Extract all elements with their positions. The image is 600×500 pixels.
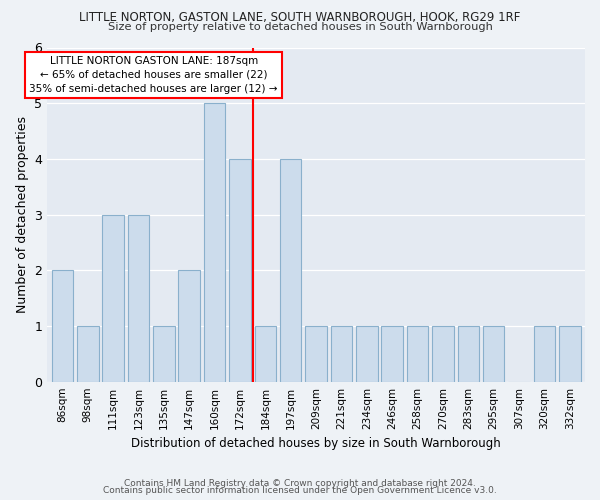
Bar xyxy=(77,326,98,382)
Bar xyxy=(153,326,175,382)
X-axis label: Distribution of detached houses by size in South Warnborough: Distribution of detached houses by size … xyxy=(131,437,501,450)
Text: LITTLE NORTON, GASTON LANE, SOUTH WARNBOROUGH, HOOK, RG29 1RF: LITTLE NORTON, GASTON LANE, SOUTH WARNBO… xyxy=(79,11,521,24)
Text: Size of property relative to detached houses in South Warnborough: Size of property relative to detached ho… xyxy=(107,22,493,32)
Bar xyxy=(128,214,149,382)
Bar xyxy=(229,159,251,382)
Text: LITTLE NORTON GASTON LANE: 187sqm
← 65% of detached houses are smaller (22)
35% : LITTLE NORTON GASTON LANE: 187sqm ← 65% … xyxy=(29,56,278,94)
Text: Contains HM Land Registry data © Crown copyright and database right 2024.: Contains HM Land Registry data © Crown c… xyxy=(124,479,476,488)
Bar xyxy=(382,326,403,382)
Bar xyxy=(103,214,124,382)
Bar xyxy=(280,159,301,382)
Bar xyxy=(483,326,505,382)
Bar xyxy=(458,326,479,382)
Bar xyxy=(407,326,428,382)
Bar xyxy=(432,326,454,382)
Bar xyxy=(559,326,581,382)
Bar xyxy=(52,270,73,382)
Bar xyxy=(178,270,200,382)
Bar xyxy=(331,326,352,382)
Bar xyxy=(533,326,555,382)
Text: Contains public sector information licensed under the Open Government Licence v3: Contains public sector information licen… xyxy=(103,486,497,495)
Bar xyxy=(305,326,327,382)
Bar xyxy=(356,326,377,382)
Bar xyxy=(204,103,226,382)
Y-axis label: Number of detached properties: Number of detached properties xyxy=(16,116,29,313)
Bar xyxy=(254,326,276,382)
